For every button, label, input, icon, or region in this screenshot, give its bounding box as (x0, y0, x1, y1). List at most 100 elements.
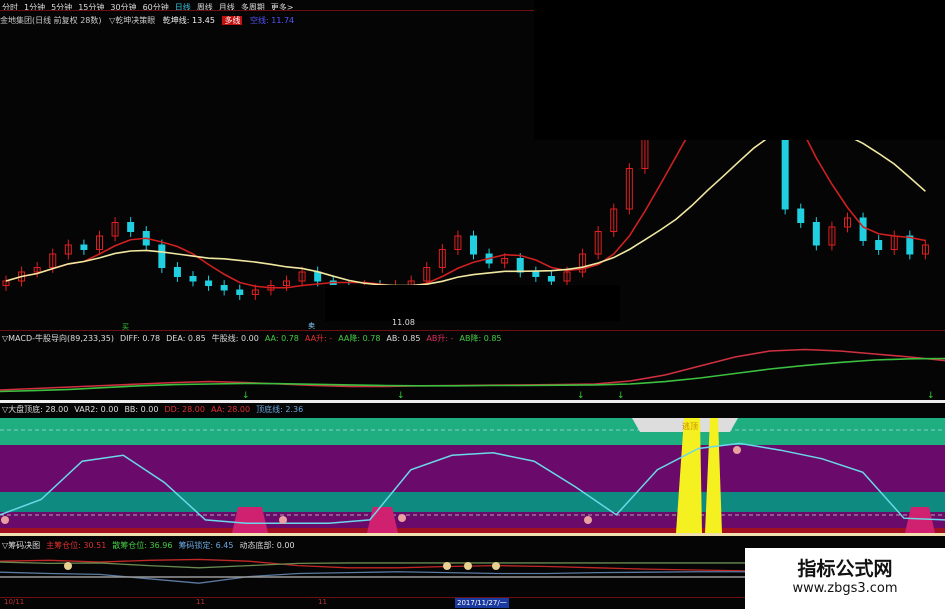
period-menu: 分时 1分钟 5分钟 15分钟 30分钟 60分钟 日线 周线 月线 多周期 更多> (2, 2, 299, 13)
indicator-value: 散筹仓位: 36.96 (112, 541, 173, 550)
signal-dot-icon (584, 516, 592, 524)
candle-body (298, 271, 306, 282)
period-tab[interactable]: 30分钟 (110, 3, 137, 12)
indicator-value: AA: 28.00 (210, 405, 251, 414)
date-cursor: 2017/11/27/一 (455, 598, 509, 608)
bottom-signal (905, 507, 935, 533)
candle-body (875, 240, 883, 250)
candle-body (516, 258, 524, 273)
topbottom-indicator-bar: ▽大盘顶底: 28.00 VAR2: 0.00 BB: 0.00 DD: 28.00 A… (2, 404, 309, 415)
macd-diff-line (0, 348, 945, 391)
candle-body (111, 222, 119, 237)
candle-body (64, 244, 72, 255)
down-arrow-icon: ↓ (927, 391, 935, 401)
sell-marker: 卖 (308, 322, 315, 330)
low-price-label: 11.08 (392, 318, 415, 327)
watermark-title: 指标公式网 (797, 558, 893, 580)
signal-dot-icon (279, 516, 287, 524)
indicator-value: 牛股线: 0.00 (211, 334, 259, 343)
period-tab[interactable]: 5分钟 (51, 3, 73, 12)
separator (0, 10, 945, 11)
period-tab[interactable]: 15分钟 (78, 3, 105, 12)
candle-body (859, 217, 867, 241)
redacted-area (534, 0, 945, 140)
red-tag: 多线 (222, 16, 243, 25)
indicator-value: AA降: 0.78 (338, 334, 381, 343)
candle-body (314, 271, 322, 282)
candle-body (96, 235, 103, 250)
candle-body (625, 168, 633, 210)
period-tab[interactable]: 60分钟 (142, 3, 169, 12)
indicator-value: AB升: - (426, 334, 454, 343)
signal-dot-icon (398, 514, 406, 522)
candle-body (189, 276, 197, 282)
candle-body (127, 222, 135, 232)
indicator-value: 主筹仓位: 30.51 (46, 541, 107, 550)
indicator-value: BB: 0.00 (124, 405, 159, 414)
down-arrow-icon: ↓ (617, 391, 625, 401)
candle-body (563, 271, 571, 282)
indicator-value: DD: 28.00 (164, 405, 205, 414)
band (0, 418, 945, 445)
escape-column (676, 418, 702, 533)
candle-body (438, 249, 446, 268)
candle-body (812, 222, 820, 246)
candle-body (423, 267, 431, 282)
date-tick: 10/11 (4, 598, 25, 606)
candle-body (158, 244, 166, 268)
period-tab[interactable]: 分时 (2, 3, 18, 12)
band (0, 512, 945, 528)
money-bag-icon (492, 562, 500, 570)
period-tab[interactable]: 1分钟 (24, 3, 46, 12)
chart-title-bar: 金地集团(日线 前复权 28数) ▽乾坤决策眼 乾坤线: 13.45 多线 空线… (0, 15, 299, 26)
candle-body (532, 271, 540, 277)
indicator-value: 筹码锁定: 6.45 (178, 541, 234, 550)
indicator-value: AA: 0.78 (264, 334, 299, 343)
escape-label: 逃顶 (682, 422, 698, 431)
candle-body (797, 208, 805, 223)
blue-tag: 空线: 11.74 (250, 16, 295, 25)
line-value: 乾坤线: 13.45 (162, 16, 215, 25)
candle-body (828, 226, 836, 246)
watermark: 指标公式网 www.zbgs3.com (745, 548, 945, 609)
indicator-value: AB: 0.85 (386, 334, 421, 343)
candle-body (251, 289, 259, 295)
period-tab[interactable]: 日线 (174, 3, 191, 12)
candle-body (454, 235, 462, 250)
macd-dea-line (0, 357, 945, 393)
period-tab[interactable]: 周线 (196, 3, 213, 12)
bottom-signal (232, 507, 268, 533)
candle-body (33, 267, 41, 273)
indicator-value: 顶底线: 2.36 (256, 405, 304, 414)
period-tab[interactable]: 多周期 (240, 3, 265, 12)
date-tick: 11 (318, 598, 327, 606)
chips-indicator-bar: ▽筹码决图 主筹仓位: 30.51 散筹仓位: 36.96 筹码锁定: 6.45 动态底… (2, 540, 301, 551)
indicator-value: VAR2: 0.00 (74, 405, 119, 414)
indicator-name[interactable]: ▽乾坤决策眼 (109, 16, 156, 25)
indicator-name[interactable]: ▽筹码决图 (2, 541, 41, 550)
band (0, 533, 945, 536)
down-arrow-icon: ↓ (397, 391, 405, 401)
candle-body (173, 267, 181, 277)
period-tab[interactable]: 月线 (218, 3, 235, 12)
buy-marker: 买 (122, 323, 129, 331)
band (0, 528, 945, 533)
period-tab[interactable]: 更多> (270, 3, 294, 12)
candle-body (906, 235, 914, 255)
indicator-name[interactable]: ▽大盘顶底: 28.00 (2, 405, 69, 414)
candle-body (205, 280, 213, 286)
separator (0, 400, 945, 403)
topbottom-line (0, 442, 945, 525)
down-arrow-icon: ↓ (577, 391, 585, 401)
candle-body (594, 231, 602, 255)
candle-body (547, 276, 555, 282)
watermark-url: www.zbgs3.com (792, 581, 898, 596)
redacted-area (325, 285, 620, 321)
candle-body (220, 285, 228, 291)
down-arrow-icon: ↓ (242, 391, 250, 401)
band (0, 445, 945, 492)
indicator-name[interactable]: ▽MACD-牛股导向(89,233,35) (2, 334, 114, 343)
candle-body (579, 253, 587, 273)
